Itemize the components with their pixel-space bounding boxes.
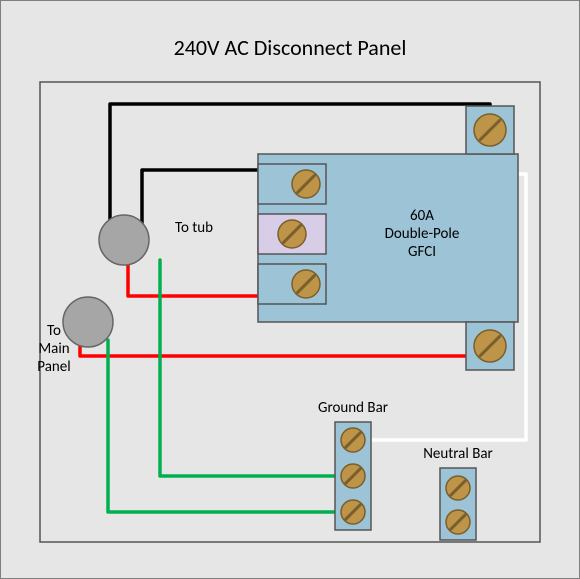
diagram-title: 240V AC Disconnect Panel xyxy=(174,34,407,61)
gfci-screw-bot-big xyxy=(474,330,506,362)
ground-bar-screw-0 xyxy=(341,428,365,452)
to-tub-label: To tub xyxy=(175,219,213,237)
gfci-screw-small-top xyxy=(292,170,320,198)
ground-bar-label: Ground Bar xyxy=(318,399,388,417)
gfci-screw-small-bot xyxy=(292,270,320,298)
ground-bar-screw-1 xyxy=(341,464,365,488)
gfci-screw-mid xyxy=(278,220,306,248)
ground-bar-screw-2 xyxy=(341,500,365,524)
neutral-bar-screw-1 xyxy=(446,510,470,534)
neutral-bar-label: Neutral Bar xyxy=(423,445,493,463)
gfci-screw-top-big xyxy=(474,114,506,146)
conduit-to-tub xyxy=(99,215,149,265)
neutral-bar-screw-0 xyxy=(446,476,470,500)
conduit-to-main xyxy=(63,297,113,347)
